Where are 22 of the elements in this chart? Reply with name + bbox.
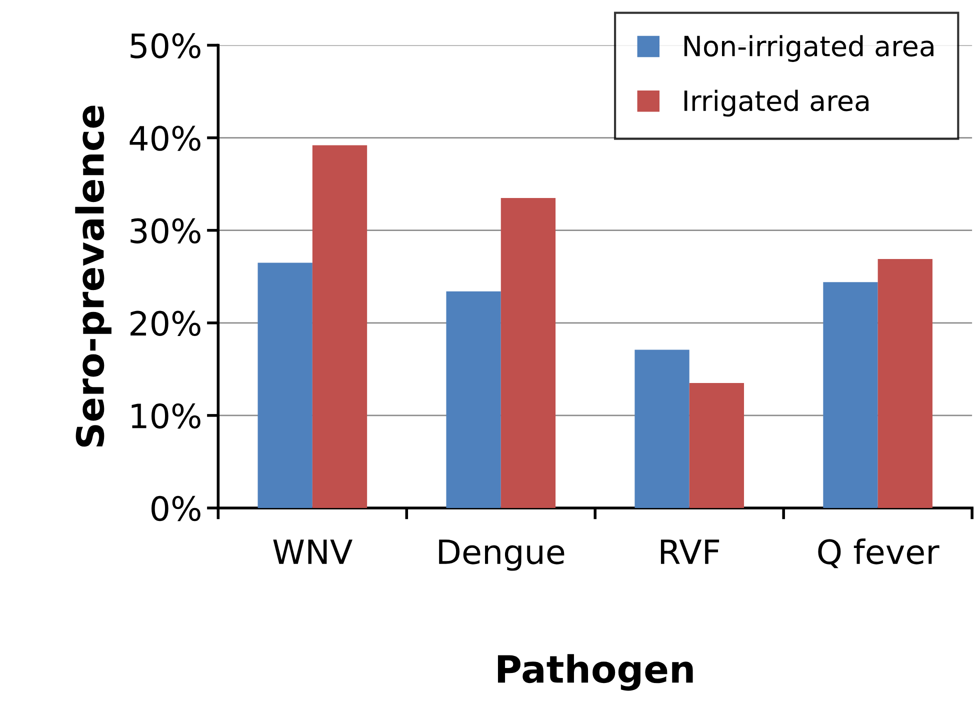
bar xyxy=(823,282,878,508)
bar xyxy=(258,262,312,508)
y-tick-label: 40% xyxy=(130,126,200,151)
bar xyxy=(634,350,690,508)
y-axis-title: Sero-prevalence xyxy=(75,106,112,447)
bar xyxy=(446,291,501,508)
legend-label: Irrigated area xyxy=(684,90,868,117)
y-tick-label: 50% xyxy=(130,33,200,58)
bar xyxy=(689,383,744,508)
bar xyxy=(312,145,368,508)
y-tick-label: 0% xyxy=(152,496,200,522)
x-tick-label: RVF xyxy=(660,540,720,564)
x-axis-title: Pathogen xyxy=(498,654,693,691)
y-tick-label: 30% xyxy=(130,218,200,244)
bar xyxy=(500,198,556,508)
y-tick-label: 10% xyxy=(132,403,200,429)
x-tick-label: WNV xyxy=(273,540,352,564)
bar xyxy=(878,259,932,508)
y-tick-label: 20% xyxy=(130,310,200,336)
x-tick-label: Q fever xyxy=(818,538,940,568)
legend-label: Non-irrigated area xyxy=(684,35,934,62)
x-tick-label: Dengue xyxy=(439,540,564,571)
